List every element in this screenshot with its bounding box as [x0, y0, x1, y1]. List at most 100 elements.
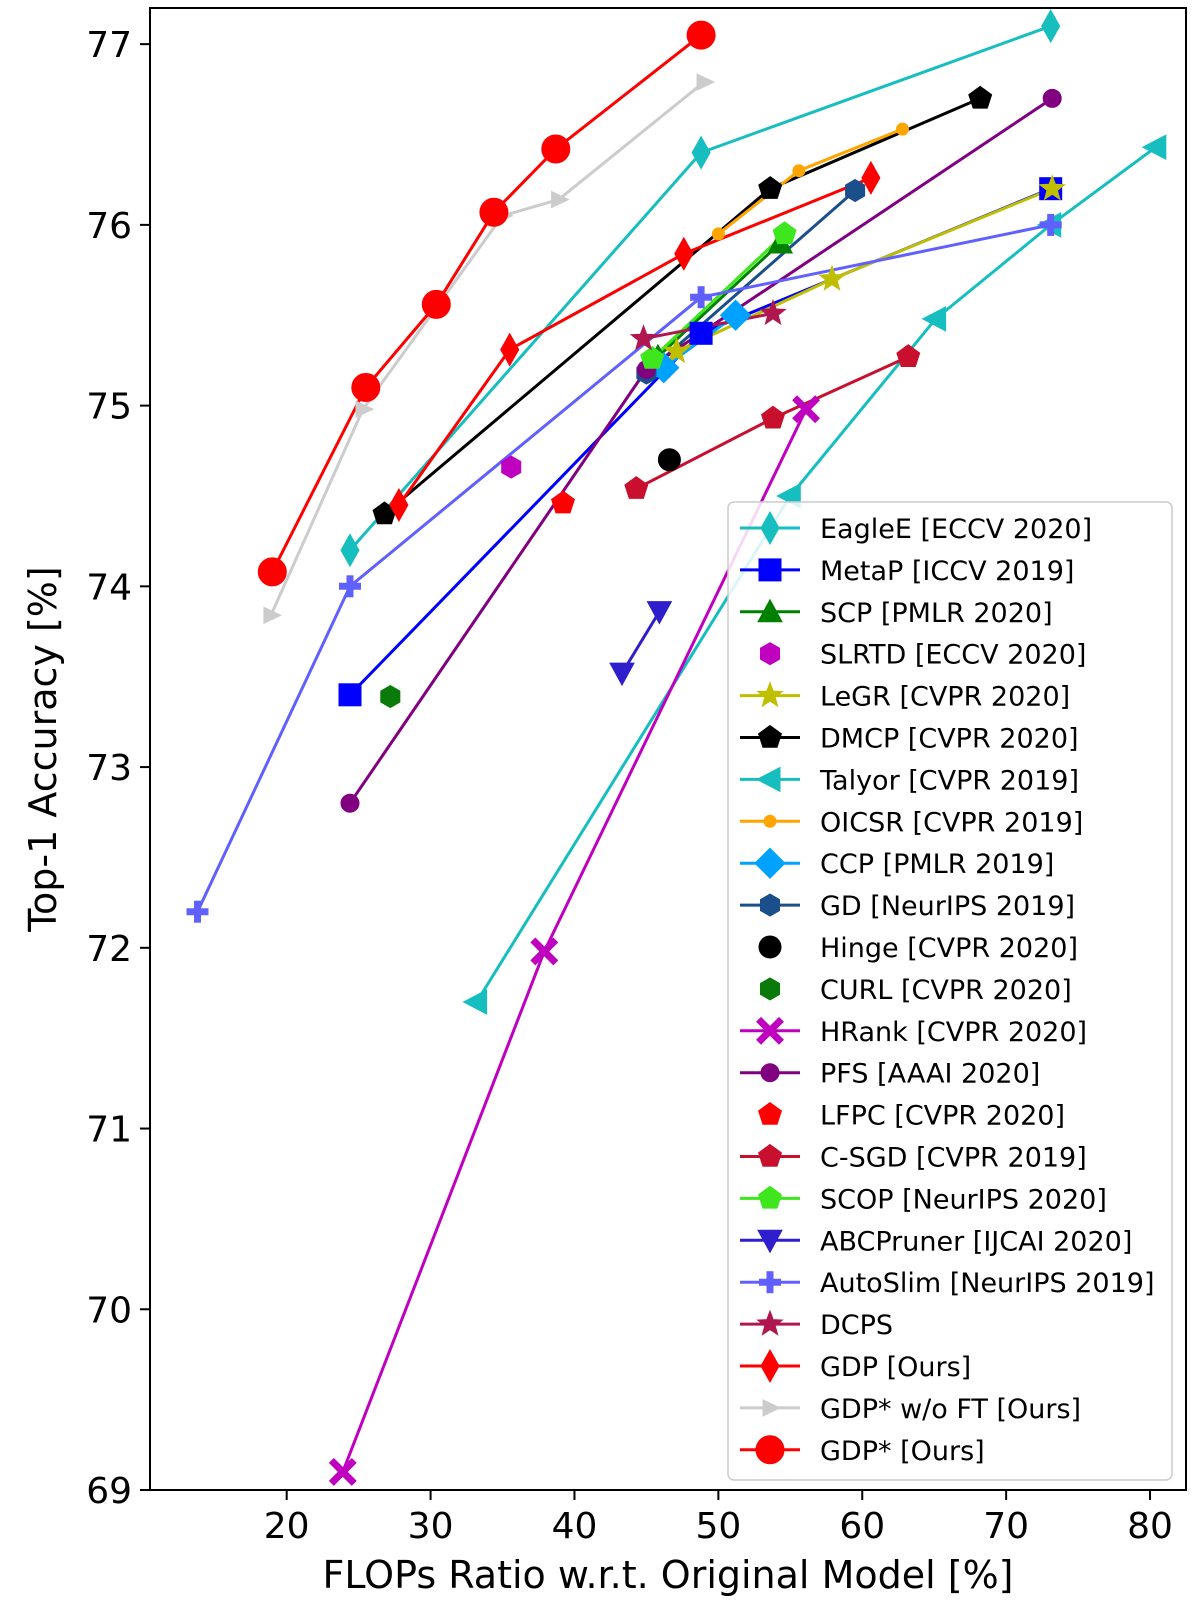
legend-marker-hrank-cvpr-2020: [756, 1016, 784, 1045]
legend-label: LeGR [CVPR 2020]: [820, 682, 1070, 713]
legend-label: AutoSlim [NeurIPS 2019]: [820, 1268, 1154, 1299]
data-point-c-sgd-cvpr-2019-0: [624, 476, 649, 499]
data-point-oicsr-cvpr-2019-1: [792, 164, 806, 178]
data-point-gdp-ours-1: [500, 332, 520, 367]
y-tick-label: 76: [86, 206, 132, 247]
data-point-scop-neurips-2020-0: [640, 345, 665, 369]
legend: EagleE [ECCV 2020] MetaP [ICCV 2019] SCP […: [727, 501, 1173, 1481]
data-point-metap-iccv-2019-0: [338, 683, 362, 707]
data-point-dmcp-cvpr-2020-2: [968, 85, 993, 109]
x-tick-label: 50: [695, 1506, 741, 1547]
data-point-hrank-cvpr-2020-1: [530, 937, 559, 966]
series-points-gdp-ours: [257, 20, 716, 587]
y-tick-label: 75: [86, 387, 132, 428]
legend-label: CURL [CVPR 2020]: [820, 975, 1072, 1006]
legend-label: OICSR [CVPR 2019]: [820, 807, 1083, 838]
legend-item-dcps: DCPS: [740, 1309, 893, 1341]
data-point-gdp-ours-0: [389, 487, 409, 523]
data-point-slrtd-eccv-2020-0: [501, 455, 522, 479]
series-points-curl-cvpr-2020: [380, 685, 401, 709]
legend-marker-eaglee-eccv-2020: [760, 510, 780, 546]
legend-marker-curl-cvpr-2020: [759, 977, 781, 1001]
data-point-gdp-ours-3: [861, 160, 881, 195]
y-tick-label: 71: [86, 1110, 132, 1151]
legend-label: HRank [CVPR 2020]: [820, 1017, 1087, 1048]
legend-item-autoslim-neurips-2019: AutoSlim [NeurIPS 2019]: [740, 1268, 1154, 1299]
series-scop-neurips-2020: [651, 232, 786, 360]
legend-marker-gdp-ours: [755, 1435, 785, 1465]
legend-label: SLRTD [ECCV 2020]: [820, 640, 1086, 671]
legend-marker-gd-neurips-2019: [759, 893, 781, 917]
legend-label: GDP* [Ours]: [820, 1436, 985, 1467]
legend-label: LFPC [CVPR 2020]: [820, 1101, 1065, 1132]
series-line-scop-neurips-2020: [651, 232, 786, 360]
data-point-legr-cvpr-2020-1: [818, 264, 846, 291]
legend-marker-ccp-pmlr-2019: [754, 847, 786, 879]
legend-marker-gdp-w-o-ft-ours: [762, 1399, 782, 1417]
series-points-lfpc-cvpr-2020: [551, 490, 575, 514]
data-point-gdp-w-o-ft-ours-4: [696, 73, 716, 91]
data-point-scop-neurips-2020-1: [772, 221, 797, 245]
y-axis-label: Top-1 Accuracy [%]: [21, 566, 65, 932]
y-tick-label: 69: [86, 1471, 132, 1512]
data-point-hinge-cvpr-2020-0: [657, 448, 681, 472]
legend-label: Talyor [CVPR 2019]: [819, 765, 1079, 796]
data-point-metap-iccv-2019-1: [689, 321, 713, 345]
series-points-gdp-ours: [389, 160, 881, 523]
data-point-c-sgd-cvpr-2019-2: [896, 344, 921, 368]
data-point-gdp-ours-2: [421, 289, 451, 319]
series-points-hrank-cvpr-2020: [328, 395, 821, 1486]
data-point-pfs-aaai-2020-0: [340, 793, 360, 813]
series-gd-neurips-2019: [645, 189, 857, 375]
legend-item-talyor-cvpr-2019: Talyor [CVPR 2019]: [740, 765, 1079, 796]
data-point-autoslim-neurips-2019-3: [1039, 213, 1062, 236]
legend-item-scop-neurips-2020: SCOP [NeurIPS 2020]: [740, 1184, 1107, 1215]
x-tick-label: 30: [408, 1506, 454, 1547]
series-points-hinge-cvpr-2020: [657, 448, 681, 472]
data-point-gdp-w-o-ft-ours-1: [355, 400, 375, 418]
series-points-legr-cvpr-2020: [662, 174, 1066, 364]
legend-marker-scop-neurips-2020: [758, 1185, 782, 1209]
y-tick-label: 70: [86, 1290, 132, 1331]
data-point-lfpc-cvpr-2020-0: [551, 490, 575, 514]
series-points-autoslim-neurips-2019: [186, 213, 1062, 923]
series-scp-pmlr-2020: [656, 241, 782, 358]
legend-label: EagleE [ECCV 2020]: [820, 514, 1092, 545]
series-points-dcps: [629, 298, 787, 351]
x-tick-label: 20: [264, 1506, 310, 1547]
series-autoslim-neurips-2019: [196, 223, 1052, 913]
data-point-autoslim-neurips-2019-1: [339, 575, 361, 598]
data-point-legr-cvpr-2020-0: [662, 336, 691, 364]
legend-label: SCOP [NeurIPS 2020]: [820, 1184, 1107, 1215]
data-point-gdp-ours-5: [686, 20, 716, 50]
data-point-c-sgd-cvpr-2019-1: [761, 405, 785, 429]
data-point-gdp-ours-3: [479, 197, 509, 227]
series-points-abcpruner-ijcai-2020: [609, 601, 673, 687]
data-point-eaglee-eccv-2020-1: [691, 135, 711, 170]
y-tick-label: 73: [86, 748, 132, 789]
legend-label: PFS [AAAI 2020]: [820, 1059, 1040, 1090]
x-axis-label: FLOPs Ratio w.r.t. Original Model [%]: [323, 1553, 1014, 1597]
legend-item-c-sgd-cvpr-2019: C-SGD [CVPR 2019]: [740, 1143, 1087, 1174]
data-point-legr-cvpr-2020-2: [1038, 174, 1066, 201]
y-tick-label: 72: [86, 929, 132, 970]
legend-item-eaglee-eccv-2020: EagleE [ECCV 2020]: [740, 510, 1092, 546]
data-point-gdp-ours-2: [674, 236, 694, 271]
legend-marker-talyor-cvpr-2019: [755, 766, 781, 793]
data-point-autoslim-neurips-2019-2: [690, 286, 713, 309]
x-tick-label: 80: [1127, 1506, 1173, 1547]
series-line-gd-neurips-2019: [645, 189, 857, 375]
legend-label: DMCP [CVPR 2020]: [820, 724, 1079, 755]
series-dmcp-cvpr-2020: [383, 97, 981, 516]
y-tick-label: 77: [86, 25, 132, 66]
legend-marker-autoslim-neurips-2019: [759, 1271, 781, 1294]
series-gdp-ours: [397, 176, 872, 506]
legend-item-dmcp-cvpr-2020: DMCP [CVPR 2020]: [740, 724, 1079, 755]
data-point-gdp-w-o-ft-ours-3: [551, 190, 570, 209]
data-point-eaglee-eccv-2020-2: [1041, 9, 1061, 44]
series-line-gdp-ours: [270, 33, 703, 573]
x-tick-label: 70: [983, 1506, 1029, 1547]
legend-label: MetaP [ICCV 2019]: [820, 556, 1074, 587]
legend-label: Hinge [CVPR 2020]: [820, 933, 1078, 964]
legend-marker-metap-iccv-2019: [758, 558, 782, 582]
